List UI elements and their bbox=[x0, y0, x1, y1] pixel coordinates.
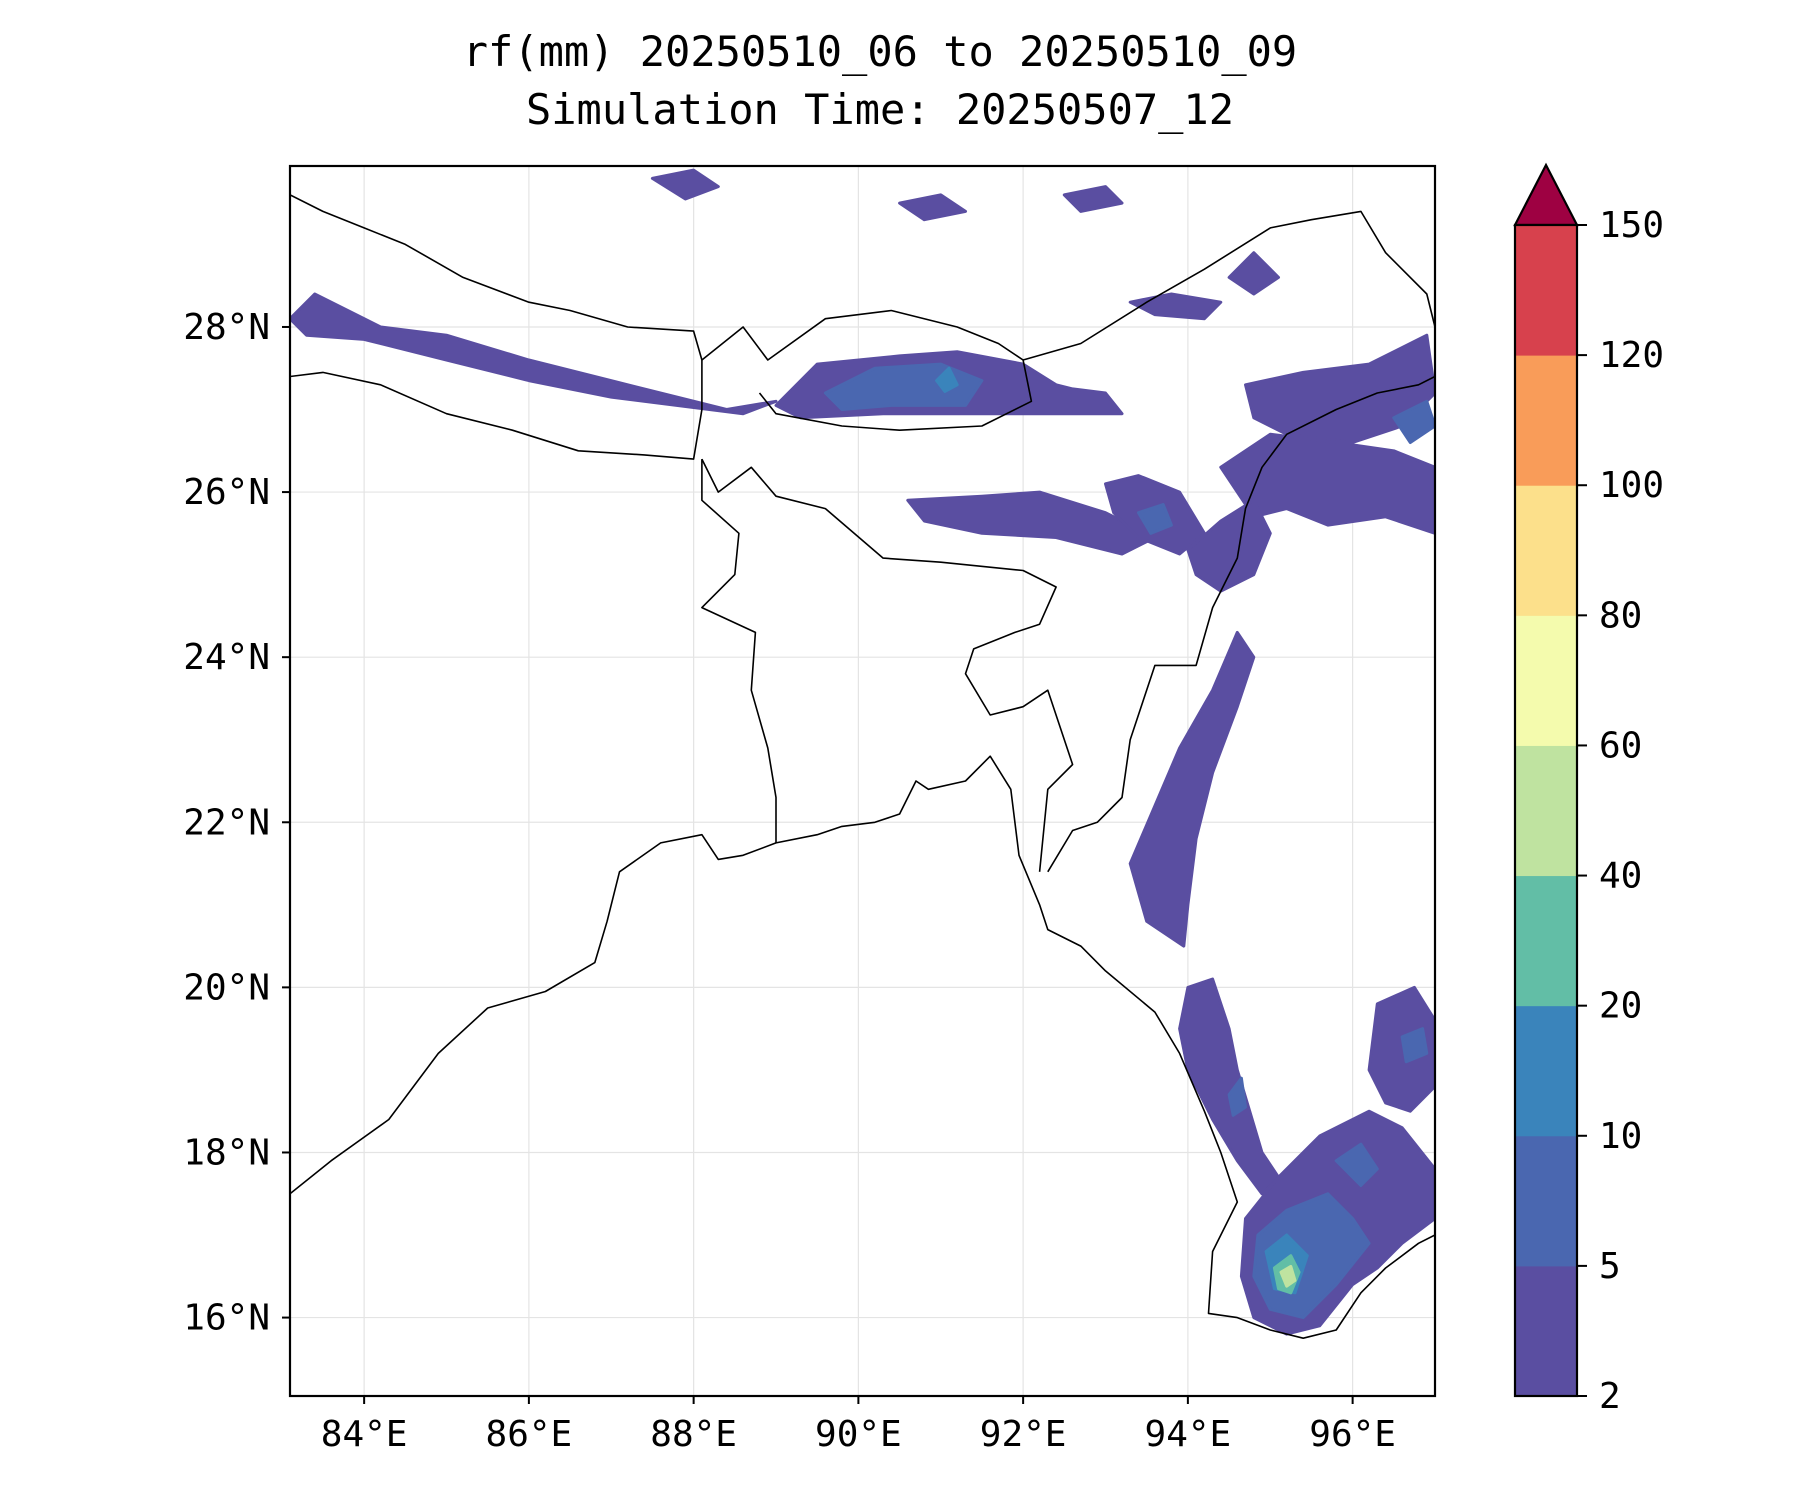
boundary-india-myanmar bbox=[1047, 375, 1435, 873]
colorbar-tick-label: 20 bbox=[1599, 986, 1642, 1027]
colorbar-band bbox=[1515, 485, 1577, 616]
colorbar-tick-label: 80 bbox=[1599, 595, 1642, 636]
rain-area-tibet-cell-3 bbox=[1227, 251, 1280, 296]
lat-tick-label: 20°N bbox=[183, 967, 270, 1008]
rain-area-tibet-cell-2 bbox=[898, 193, 967, 222]
rain-area-upper-myanmar bbox=[1219, 432, 1435, 535]
colorbar-tick-label: 100 bbox=[1599, 465, 1664, 506]
colorbar-tick-label: 2 bbox=[1599, 1376, 1621, 1417]
boundary-sikkim-bhutan bbox=[701, 309, 1033, 431]
rain-area-arakan-coast-core bbox=[1227, 1076, 1247, 1117]
lon-tick-label: 96°E bbox=[1309, 1414, 1396, 1455]
rain-area-nagaland bbox=[1186, 498, 1272, 593]
boundary-nepal-north bbox=[290, 194, 703, 361]
boundary-india-china-east bbox=[1022, 210, 1435, 361]
title-line-2: Simulation Time: 20250507_12 bbox=[526, 85, 1234, 134]
colorbar-band bbox=[1515, 875, 1577, 1007]
colorbar-band bbox=[1515, 225, 1577, 356]
gridlines bbox=[290, 166, 1435, 1396]
map-area: 84°E 86°E 88°E 90°E 92°E 94°E 96°E 16°N 18°N 20°… bbox=[183, 164, 1437, 1455]
colorbar-tick-label: 120 bbox=[1599, 335, 1664, 376]
rain-area-delta-peak bbox=[1279, 1264, 1297, 1288]
colorbar-band bbox=[1515, 1265, 1577, 1397]
lat-tick-label: 18°N bbox=[183, 1132, 270, 1173]
rainfall-contours bbox=[290, 168, 1435, 1336]
rain-area-eastern-hills-core bbox=[1400, 1027, 1429, 1064]
rain-area-nepal-himalaya bbox=[290, 292, 778, 416]
rain-area-upper-myanmar-core bbox=[1392, 399, 1435, 444]
colorbar-tick-label: 5 bbox=[1599, 1246, 1621, 1287]
colorbar-extend-arrow bbox=[1513, 162, 1579, 227]
lat-tick-label: 26°N bbox=[183, 472, 270, 513]
colorbar-tick-label: 40 bbox=[1599, 856, 1642, 897]
rain-area-bhutan-peak bbox=[935, 366, 959, 393]
rain-area-tibet-cell-4 bbox=[1062, 185, 1124, 213]
boundary-coast-bay-west bbox=[290, 755, 1435, 1339]
title-line-1: rf(mm) 20250510_06 to 20250510_09 bbox=[463, 27, 1297, 76]
colorbar-tick-label: 150 bbox=[1599, 205, 1664, 246]
lon-tick-label: 92°E bbox=[980, 1414, 1067, 1455]
rain-area-eastern-hills bbox=[1367, 985, 1435, 1113]
lon-tick-label: 86°E bbox=[486, 1414, 573, 1455]
colorbar-frame bbox=[1513, 223, 1579, 1398]
colorbar-band bbox=[1515, 1005, 1577, 1137]
colorbar-ticks: 2 5 10 20 40 60 80 100 120 150 bbox=[1577, 205, 1664, 1417]
lon-tick-label: 84°E bbox=[321, 1414, 408, 1455]
boundary-bangladesh-west bbox=[701, 459, 777, 843]
colorbar-tick-label: 60 bbox=[1599, 725, 1642, 766]
colorbar-band bbox=[1515, 1135, 1577, 1267]
colorbar-band bbox=[1515, 745, 1577, 877]
colorbar-bands bbox=[1515, 225, 1577, 1397]
rain-area-tibet-cell-1 bbox=[650, 168, 720, 201]
longitude-ticks: 84°E 86°E 88°E 90°E 92°E 94°E 96°E bbox=[321, 1396, 1396, 1455]
colorbar: 2 5 10 20 40 60 80 100 120 150 bbox=[1513, 162, 1664, 1417]
lon-tick-label: 90°E bbox=[815, 1414, 902, 1455]
colorbar-band bbox=[1515, 355, 1577, 486]
colorbar-tick-label: 10 bbox=[1599, 1116, 1642, 1157]
lon-tick-label: 94°E bbox=[1145, 1414, 1232, 1455]
lat-tick-label: 28°N bbox=[183, 307, 270, 348]
lon-tick-label: 88°E bbox=[650, 1414, 737, 1455]
rain-area-myanmar-west-range bbox=[1128, 630, 1256, 948]
latitude-ticks: 16°N 18°N 20°N 22°N 24°N 26°N 28°N bbox=[183, 307, 290, 1339]
rain-area-meghalaya bbox=[906, 490, 1157, 556]
rain-area-tibet-north bbox=[1128, 292, 1223, 321]
lat-tick-label: 16°N bbox=[183, 1298, 270, 1339]
boundary-nepal-south bbox=[290, 360, 703, 460]
coastlines-and-borders bbox=[290, 194, 1435, 1339]
lat-tick-label: 24°N bbox=[183, 637, 270, 678]
colorbar-band bbox=[1515, 615, 1577, 746]
boundary-bangladesh-north bbox=[701, 458, 1074, 872]
rain-area-delta-upper-cell bbox=[1334, 1142, 1379, 1187]
lat-tick-label: 22°N bbox=[183, 802, 270, 843]
rain-area-assam-cell-core bbox=[1137, 503, 1173, 535]
map-frame bbox=[288, 164, 1437, 1398]
